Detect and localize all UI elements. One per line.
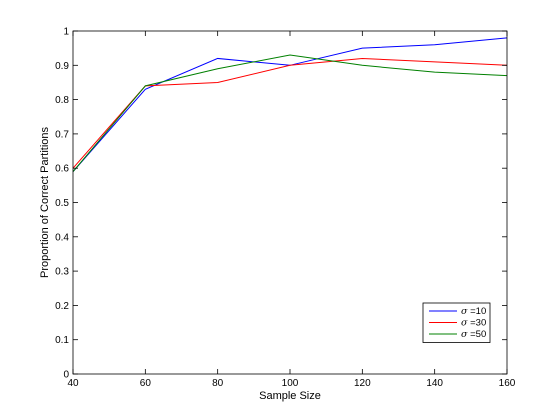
- y-axis-label: Proportion of Correct Partitions: [39, 126, 51, 278]
- legend-value: =10: [468, 306, 487, 317]
- y-tick-label: 0.2: [55, 301, 69, 312]
- legend: σ =10σ =30σ =50: [422, 302, 491, 343]
- y-tick-label: 0.4: [55, 232, 69, 243]
- legend-symbol: σ: [461, 318, 468, 329]
- legend-label-2: σ =50: [461, 329, 486, 340]
- y-tick-label: 0.3: [55, 267, 69, 278]
- x-axis-label: Sample Size: [259, 390, 321, 402]
- x-tick-label: 160: [499, 378, 516, 389]
- x-tick-label: 100: [282, 378, 299, 389]
- x-tick-label: 80: [212, 378, 224, 389]
- series-line-2: [72, 54, 508, 172]
- legend-label-1: σ =30: [461, 318, 486, 329]
- y-tick-label: 0.1: [55, 335, 69, 346]
- y-tick-label: 0.6: [55, 164, 69, 175]
- legend-symbol: σ: [461, 329, 468, 340]
- y-tick-label: 0.9: [55, 61, 69, 72]
- legend-symbol: σ: [461, 306, 468, 317]
- x-tick-label: 140: [426, 378, 443, 389]
- x-tick-label: 60: [140, 378, 152, 389]
- legend-value: =30: [468, 318, 487, 329]
- legend-label-0: σ =10: [461, 306, 486, 317]
- y-tick-label: 0.5: [55, 198, 69, 209]
- ticks-layer: 40 60 80 100 120 140 160 0 0.1 0.2 0.3 0.4 0.5 0.6 0.7…: [55, 27, 516, 390]
- y-tick-label: 0: [63, 370, 69, 381]
- y-tick-label: 0.7: [55, 129, 69, 140]
- y-tick-label: 0.8: [55, 95, 69, 106]
- x-tick-label: 40: [67, 378, 79, 389]
- series-layer: [72, 37, 508, 172]
- legend-value: =50: [468, 329, 487, 340]
- x-tick-label: 120: [354, 378, 371, 389]
- y-tick-label: 1: [63, 27, 69, 38]
